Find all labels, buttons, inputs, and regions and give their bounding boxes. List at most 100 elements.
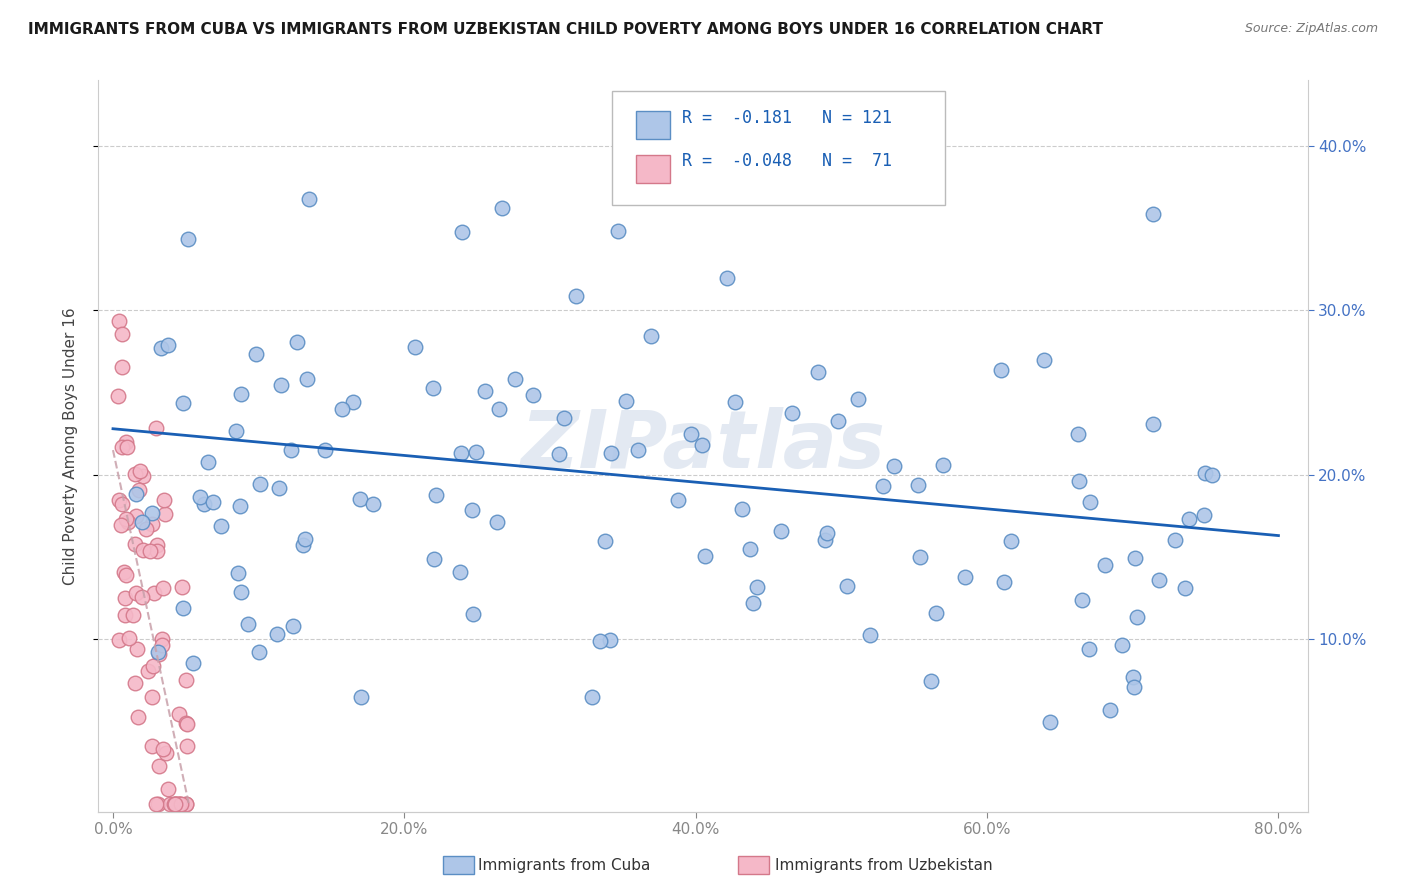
Point [145, 543, 167, 558]
Point [614, 394, 637, 409]
Point [606, 224, 628, 238]
Point [503, 372, 526, 386]
Point [1122, 680, 1144, 694]
Point [135, 522, 157, 536]
Point [1078, 641, 1101, 656]
Point [228, 499, 250, 513]
Point [110, 359, 132, 374]
Text: Immigrants from Uzbekistan: Immigrants from Uzbekistan [775, 858, 993, 872]
Point [172, 396, 194, 410]
Point [627, 443, 650, 458]
Point [297, 192, 319, 206]
Point [1192, 508, 1215, 523]
Point [107, 389, 129, 403]
Point [153, 493, 176, 508]
Point [859, 628, 882, 642]
Point [150, 632, 173, 646]
Point [450, 446, 472, 460]
Point [292, 538, 315, 552]
Point [1067, 427, 1090, 442]
Point [599, 632, 621, 647]
Point [174, 715, 197, 730]
Point [155, 507, 177, 521]
Point [176, 232, 198, 246]
FancyBboxPatch shape [637, 111, 671, 139]
Point [666, 492, 689, 507]
Point [162, 797, 184, 811]
Point [422, 381, 444, 395]
Point [197, 455, 219, 469]
Point [114, 591, 136, 606]
Point [522, 387, 544, 401]
Point [266, 626, 288, 640]
Point [238, 617, 260, 632]
Point [167, 797, 190, 811]
Point [150, 638, 173, 652]
Point [131, 515, 153, 529]
Point [174, 797, 197, 811]
Point [267, 481, 290, 495]
Point [193, 497, 215, 511]
Point [1122, 670, 1144, 684]
Point [1194, 466, 1216, 480]
Point [141, 659, 163, 673]
Point [170, 797, 193, 811]
Point [693, 549, 716, 563]
Point [127, 709, 149, 723]
FancyBboxPatch shape [637, 155, 671, 183]
Point [108, 313, 131, 327]
Point [1142, 417, 1164, 431]
Point [593, 533, 616, 548]
Point [270, 377, 292, 392]
Point [807, 365, 830, 379]
Point [128, 483, 150, 497]
Point [814, 533, 837, 547]
Point [449, 565, 471, 579]
Point [1142, 207, 1164, 221]
Point [491, 201, 513, 215]
Point [145, 420, 167, 434]
Text: Immigrants from Cuba: Immigrants from Cuba [478, 858, 651, 872]
Point [548, 447, 571, 461]
Point [165, 797, 187, 811]
Point [131, 542, 153, 557]
Point [148, 759, 170, 773]
Point [249, 477, 271, 491]
Point [285, 334, 308, 349]
Point [107, 633, 129, 648]
Point [681, 427, 703, 442]
Point [1126, 610, 1149, 624]
Point [163, 797, 186, 811]
Point [835, 579, 858, 593]
Point [155, 746, 177, 760]
Point [225, 425, 247, 439]
Point [167, 797, 190, 811]
Point [1163, 533, 1185, 548]
Point [157, 338, 180, 352]
Point [780, 406, 803, 420]
Point [740, 541, 762, 556]
Point [229, 585, 252, 599]
Point [1039, 714, 1062, 729]
Point [280, 443, 302, 458]
Point [127, 642, 149, 657]
Point [883, 459, 905, 474]
Point [146, 645, 169, 659]
Point [1099, 703, 1122, 717]
Point [363, 497, 385, 511]
Point [201, 495, 224, 509]
Point [125, 486, 148, 500]
Point [330, 401, 353, 416]
Point [925, 606, 948, 620]
Y-axis label: Child Poverty Among Boys Under 16: Child Poverty Among Boys Under 16 [63, 307, 77, 585]
Point [1111, 639, 1133, 653]
Point [1178, 512, 1201, 526]
Point [110, 517, 132, 532]
Point [108, 492, 131, 507]
Point [131, 591, 153, 605]
Point [724, 395, 747, 409]
Point [146, 797, 169, 811]
Point [141, 739, 163, 753]
Point [1201, 468, 1223, 483]
Point [125, 508, 148, 523]
